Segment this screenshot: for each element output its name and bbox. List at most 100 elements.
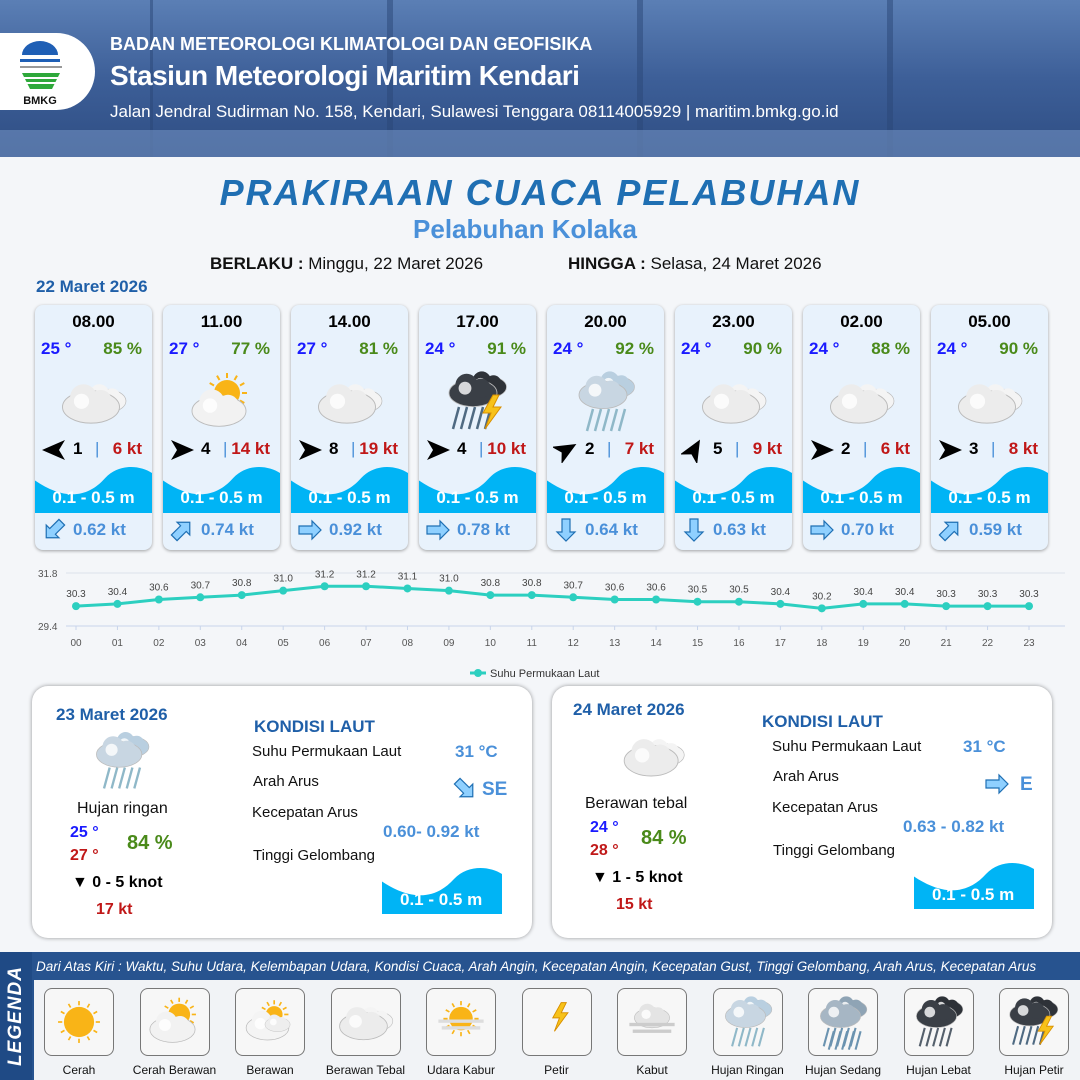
- data-point: [942, 602, 951, 611]
- legend-item-label: Hujan Sedang: [804, 1063, 882, 1077]
- air-temperature: 25 °: [41, 339, 72, 358]
- wave-icon: [291, 463, 408, 513]
- data-label: 30.6: [646, 583, 666, 594]
- humidity: 81 %: [359, 339, 398, 358]
- data-label: 31.2: [315, 569, 335, 580]
- current-speed: 0.62 kt: [73, 520, 126, 539]
- data-point: [486, 591, 495, 600]
- berawan-tebal-weather-icon: [953, 365, 1027, 439]
- x-tick-label: 17: [775, 638, 787, 649]
- data-label: 30.6: [149, 583, 169, 594]
- data-label: 30.7: [191, 580, 211, 591]
- hujan-lebat-legend-icon: [903, 988, 974, 1056]
- wave-height: 0.1 - 0.5 m: [180, 488, 263, 507]
- forecast-card: 05.00 24 ° 90 % 3 | 8 kt 0.1 - 0.5 m 0.5…: [931, 305, 1048, 550]
- x-tick-label: 00: [70, 638, 82, 649]
- x-tick-label: 05: [278, 638, 290, 649]
- gust-speed: 6 kt: [112, 439, 142, 458]
- air-temperature: 27 °: [169, 339, 200, 358]
- legend-items: Cerah Cerah Berawan Berawan Berawan Tebal Ud…: [34, 980, 1080, 1080]
- current-direction-arrow-icon: [169, 517, 195, 543]
- current-direction-arrow-icon: [809, 517, 835, 543]
- wind-speed: 8: [329, 439, 339, 458]
- wind-direction-arrow-icon: [937, 437, 963, 463]
- header-banner: BMKG BADAN METEOROLOGI KLIMATOLOGI DAN G…: [0, 0, 1080, 157]
- data-point: [403, 584, 412, 593]
- panel-date: 24 Maret 2026: [573, 700, 685, 719]
- data-point: [196, 593, 205, 602]
- forecast-time: 02.00: [840, 312, 883, 331]
- data-label: 30.6: [605, 583, 625, 594]
- x-tick-label: 19: [858, 638, 870, 649]
- air-temperature: 27 °: [297, 339, 328, 358]
- data-label: 31.2: [356, 569, 376, 580]
- wind-speed: 1: [73, 439, 83, 458]
- current-direction-arrow-icon: [425, 517, 451, 543]
- current-direction-arrow-icon: [297, 517, 323, 543]
- forecast-time: 14.00: [328, 312, 371, 331]
- data-point: [817, 604, 826, 613]
- current-speed: 0.74 kt: [201, 520, 254, 539]
- humidity: 92 %: [615, 339, 654, 358]
- forecast-card: 11.00 27 ° 77 % 4 | 14 kt 0.1 - 0.5 m 0.…: [163, 305, 280, 550]
- forecast-card: 02.00 24 ° 88 % 2 | 6 kt 0.1 - 0.5 m 0.7…: [803, 305, 920, 550]
- data-point: [527, 591, 536, 600]
- data-label: 30.4: [771, 587, 791, 598]
- data-point: [113, 599, 122, 608]
- data-label: 30.4: [895, 587, 915, 598]
- wind-direction-arrow-icon: [297, 437, 323, 463]
- gust-speed: 17 kt: [96, 901, 133, 918]
- petir-legend-icon: [521, 988, 592, 1056]
- humidity: 84 %: [641, 827, 687, 849]
- data-label: 31.0: [439, 574, 459, 585]
- x-tick-label: 02: [153, 638, 165, 649]
- valid-to: HINGGA : Selasa, 24 Maret 2026: [568, 254, 822, 274]
- hujan-ringan-legend-icon: [712, 988, 783, 1056]
- cerah-legend-icon: [44, 988, 114, 1056]
- daily-forecast-panel: 24 Maret 2026 Berawan tebal 24 ° 28 ° 84…: [552, 686, 1052, 938]
- hujan-petir-legend-icon: [999, 988, 1069, 1056]
- legend-item-label: Berawan: [246, 1063, 294, 1077]
- forecast-time: 23.00: [712, 312, 755, 331]
- wave-height: 0.1 - 0.5 m: [820, 488, 903, 507]
- legend-item-label: Berawan Tebal: [325, 1063, 406, 1077]
- current-direction-arrow-icon: [681, 517, 707, 543]
- x-tick-label: 10: [485, 638, 497, 649]
- berawan-tebal-weather-icon: [57, 365, 131, 439]
- wave-icon: [35, 463, 152, 513]
- current-speed: 0.70 kt: [841, 520, 894, 539]
- logo-text: BMKG: [23, 95, 57, 107]
- legend-description: Dari Atas Kiri : Waktu, Suhu Udara, Kele…: [36, 959, 1037, 974]
- separator: |: [479, 439, 484, 458]
- wave-height: 0.1 - 0.5 m: [436, 488, 519, 507]
- forecast-card: 17.00 24 ° 91 % 4 | 10 kt 0.1 - 0.5 m 0.…: [419, 305, 536, 550]
- data-label: 30.4: [108, 587, 128, 598]
- legend-title: LEGENDA: [5, 966, 26, 1066]
- wind-direction-icon: ▼: [72, 874, 88, 891]
- wave-height: 0.1 - 0.5 m: [948, 488, 1031, 507]
- x-tick-label: 22: [982, 638, 994, 649]
- wave-height: 0.1 - 0.5 m: [692, 488, 775, 507]
- humidity: 90 %: [999, 339, 1038, 358]
- wind-direction-arrow-icon: [809, 437, 835, 463]
- x-tick-label: 13: [609, 638, 621, 649]
- gust-speed: 9 kt: [752, 439, 782, 458]
- current-speed-label: Kecepatan Arus: [772, 799, 878, 816]
- humidity: 85 %: [103, 339, 142, 358]
- wind-speed: 5: [713, 439, 723, 458]
- data-point: [569, 593, 578, 602]
- x-tick-label: 06: [319, 638, 331, 649]
- sea-condition-heading: KONDISI LAUT: [762, 712, 883, 731]
- y-tick-label: 29.4: [38, 622, 58, 633]
- legend-item-label: Udara Kabur: [426, 1063, 496, 1077]
- data-label: 30.4: [854, 587, 874, 598]
- current-speed: 0.64 kt: [585, 520, 638, 539]
- berawan-tebal-weather-icon: [825, 365, 899, 439]
- data-label: 30.3: [978, 589, 998, 600]
- wind-speed: 3: [969, 439, 979, 458]
- data-label: 30.8: [481, 578, 501, 589]
- wave-icon: [914, 859, 1034, 909]
- data-point: [859, 599, 868, 608]
- data-label: 30.8: [522, 578, 542, 589]
- forecast-time: 17.00: [456, 312, 499, 331]
